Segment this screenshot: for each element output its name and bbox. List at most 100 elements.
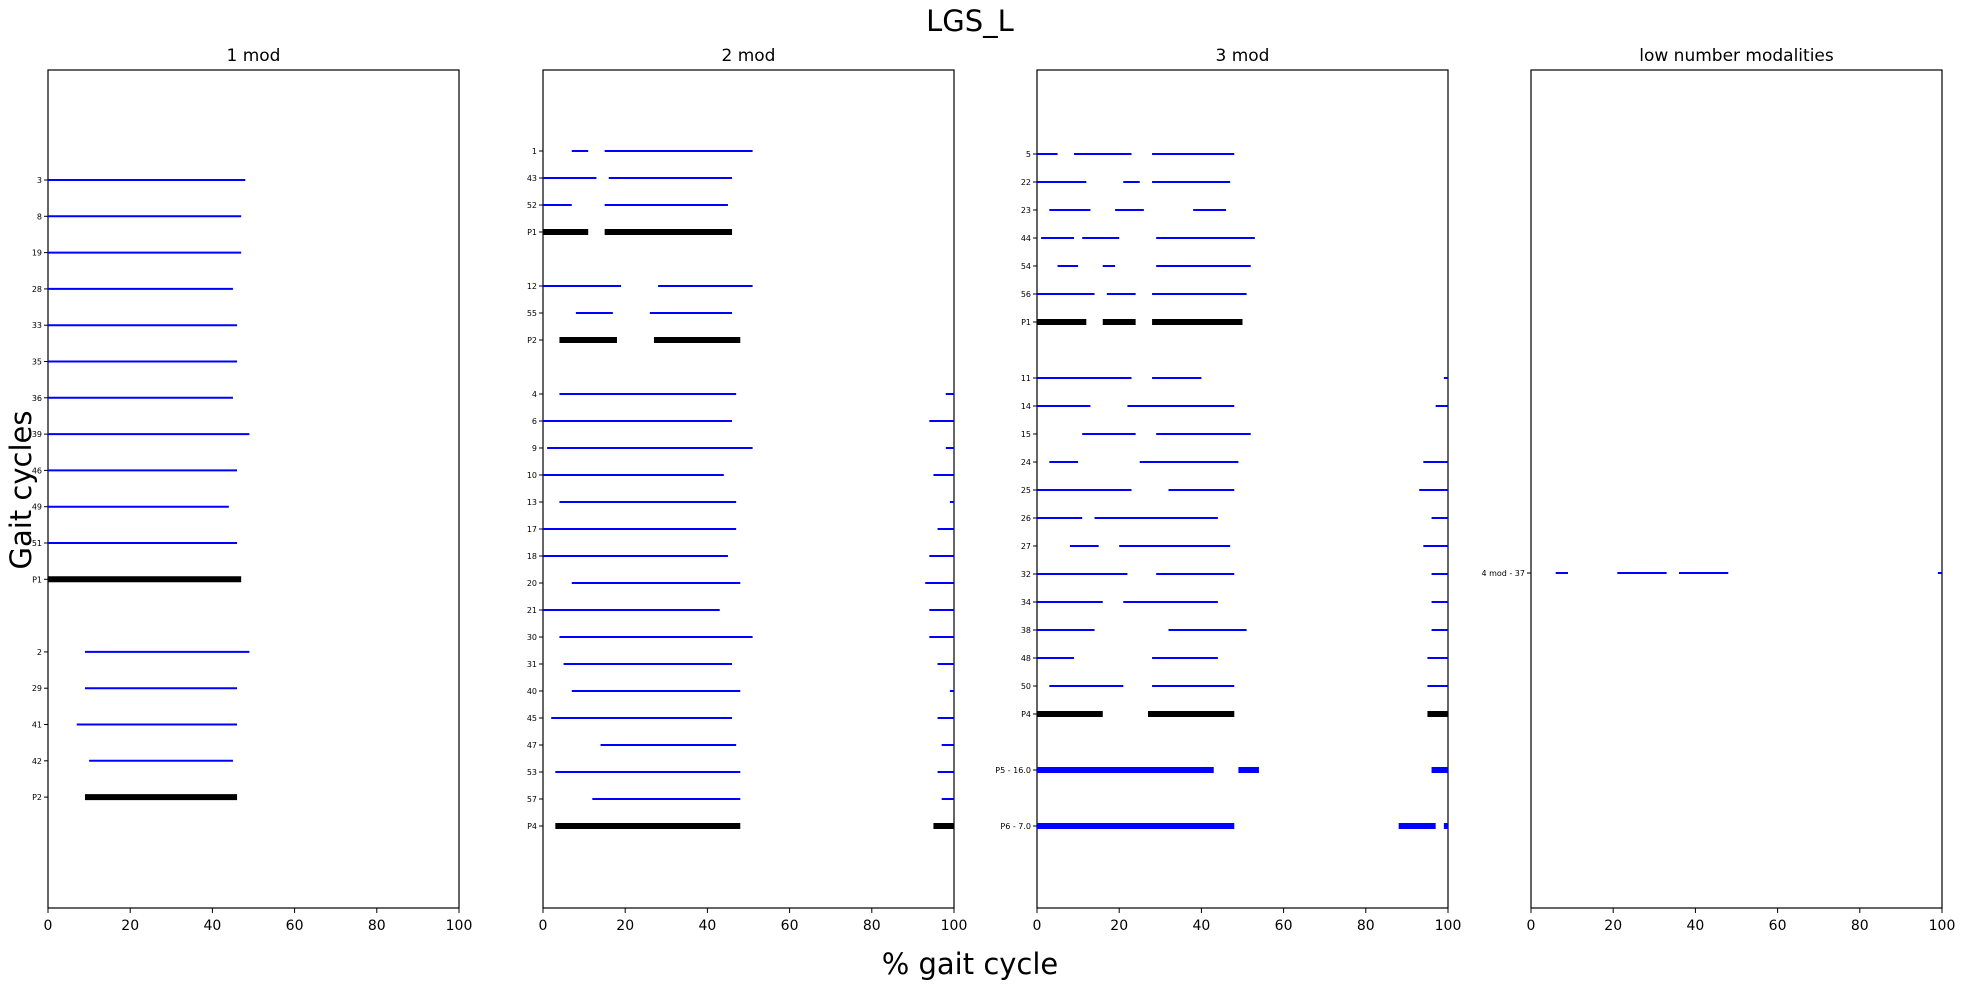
row-label: P4 [1021,710,1031,719]
row-label: P2 [32,793,42,802]
panel-title: 1 mod [227,46,281,66]
x-tick-label: 100 [1929,918,1956,934]
x-axis-label: % gait cycle [882,947,1059,981]
row-label: 35 [32,358,42,367]
row-label: 56 [1021,290,1031,299]
row-label: 25 [1021,486,1031,495]
row-label: P2 [527,336,537,345]
row-label: 6 [532,417,537,426]
row-label: 52 [527,201,537,210]
row-label: 47 [527,741,537,750]
row-label: 53 [527,768,537,777]
x-tick-label: 0 [539,918,548,934]
row-label: 46 [32,466,42,475]
row-label: 24 [1021,458,1031,467]
x-tick-label: 60 [286,918,304,934]
row-label: 45 [527,714,537,723]
row-label: 22 [1021,178,1031,187]
plot-frame [1530,69,1943,909]
row-label: 2 [37,648,42,657]
row-label: 28 [32,285,42,294]
row-label: 23 [1021,206,1031,215]
row-label: 10 [527,471,537,480]
y-axis-label: Gait cycles [4,411,38,570]
x-tick-label: 60 [1275,918,1293,934]
x-tick-label: 80 [1851,918,1869,934]
row-label: P6 - 7.0 [1000,822,1031,831]
row-label: 14 [1021,402,1031,411]
row-label: 31 [527,660,537,669]
x-tick-label: 20 [1604,918,1622,934]
panel-2-mod: 2 mod 0 20 40 60 80 100 1 43 52 P1 12 55 P2 4 6 9 10 13 17 1… [527,46,968,934]
x-tick-label: 60 [781,918,799,934]
x-tick-label: 40 [1192,918,1210,934]
row-label: 19 [32,249,42,258]
row-label: 41 [32,721,42,730]
row-label: 1 [532,147,537,156]
panel-1-mod: 1 mod 0 20 40 60 80 100 3 8 19 28 33 35 36 39 46 49 51 P1 2… [32,46,473,934]
row-label: 39 [32,430,42,439]
x-tick-label: 40 [698,918,716,934]
x-tick-label: 40 [1686,918,1704,934]
row-label: 42 [32,757,42,766]
row-label: 32 [1021,570,1031,579]
row-label: 51 [32,539,42,548]
row-label: P1 [1021,318,1031,327]
row-label: 15 [1021,430,1031,439]
row-label: 33 [32,321,42,330]
x-tick-label: 0 [44,918,53,934]
row-label: 8 [37,212,42,221]
row-label: 20 [527,579,537,588]
x-tick-label: 20 [616,918,634,934]
row-label: 4 [532,390,537,399]
figure-title: LGS_L [926,4,1014,38]
row-label: 29 [32,684,42,693]
row-label: 44 [1021,234,1031,243]
row-label: 50 [1021,682,1031,691]
row-label: 9 [532,444,537,453]
x-tick-label: 20 [121,918,139,934]
row-label: 3 [37,176,42,185]
x-tick-label: 100 [446,918,473,934]
row-label: 49 [32,503,42,512]
x-tick-label: 60 [1769,918,1787,934]
row-label: 30 [527,633,537,642]
row-label: 27 [1021,542,1031,551]
x-tick-label: 80 [368,918,386,934]
row-label: P1 [32,575,42,584]
x-tick-label: 80 [1357,918,1375,934]
row-label: P1 [527,228,537,237]
row-label: 17 [527,525,537,534]
row-label: 12 [527,282,537,291]
panel-low-number-modalities: low number modalities 0 20 40 60 80 100 4 mod -… [1481,46,1955,934]
row-label: 13 [527,498,537,507]
x-tick-label: 100 [1435,918,1462,934]
x-tick-label: 20 [1110,918,1128,934]
row-label: 57 [527,795,537,804]
x-tick-label: 100 [941,918,968,934]
row-label: 43 [527,174,537,183]
row-label: P5 - 16.0 [995,766,1031,775]
row-label: 36 [32,394,42,403]
x-tick-label: 40 [203,918,221,934]
row-label: 54 [1021,262,1031,271]
x-tick-label: 80 [863,918,881,934]
row-label: 11 [1021,374,1031,383]
row-label: 55 [527,309,537,318]
row-label: 40 [527,687,537,696]
row-label: 21 [527,606,537,615]
row-label: 4 mod - 37 [1481,569,1525,578]
panel-title: 2 mod [722,46,776,66]
row-label: 48 [1021,654,1031,663]
row-label: 26 [1021,514,1031,523]
panel-3-mod: 3 mod 0 20 40 60 80 100 5 22 23 44 54 56 P1 11 14 15 24 25… [995,46,1461,934]
row-label: 5 [1026,150,1031,159]
plot-frame [542,69,955,909]
x-tick-label: 0 [1033,918,1042,934]
row-label: P4 [527,822,537,831]
x-tick-label: 0 [1527,918,1536,934]
row-label: 18 [527,552,537,561]
plot-frame [47,69,460,909]
panel-title: 3 mod [1216,46,1270,66]
